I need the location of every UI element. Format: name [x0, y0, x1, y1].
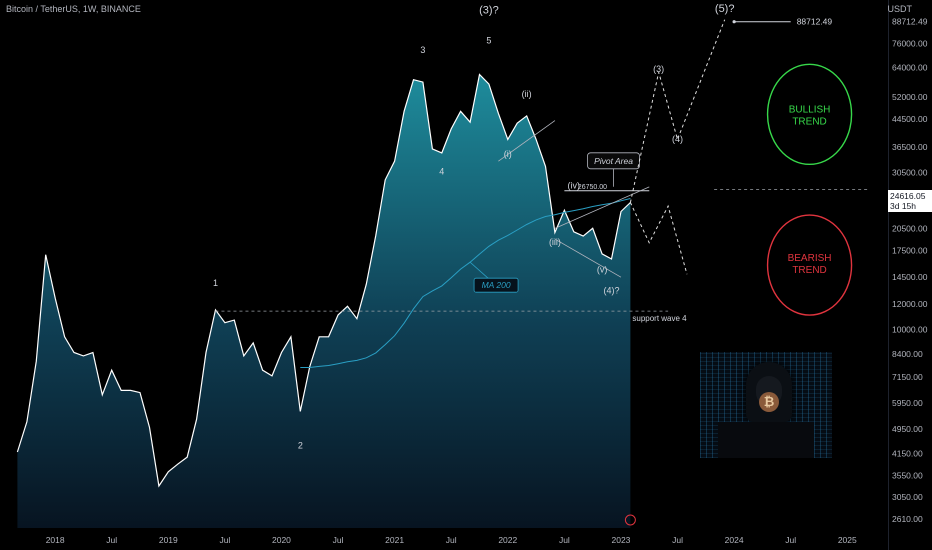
current-price: 24616.05 — [890, 191, 926, 201]
x-tick-label: Jul — [219, 535, 230, 545]
wave-label: (iv) — [568, 180, 581, 190]
price-line — [16, 73, 631, 488]
y-tick-label: 88712.49 — [892, 17, 928, 27]
y-tick-label: 64000.00 — [892, 63, 928, 73]
y-tick-label: 17500.00 — [892, 246, 928, 256]
ma200-line — [300, 198, 631, 368]
target-price-dot — [732, 20, 736, 24]
y-tick-label: 3550.00 — [892, 471, 923, 481]
y-tick-label: 4950.00 — [892, 424, 923, 434]
x-tick-label: Jul — [333, 535, 344, 545]
wave-label: 3 — [420, 45, 425, 55]
x-tick-label: 2018 — [46, 535, 65, 545]
wave-label: 1 — [213, 278, 218, 288]
hooded-hacker-image: ₿ — [700, 352, 832, 458]
bullish-trend-circle — [766, 63, 853, 166]
x-tick-label: 2023 — [611, 535, 630, 545]
x-tick-label: 2025 — [838, 535, 857, 545]
axis-layer: 88712.49 76000.00 64000.00 52000.00 44500.00… — [46, 17, 928, 545]
y-tick-label: 4150.00 — [892, 449, 923, 459]
x-tick-label: 2020 — [272, 535, 291, 545]
price-axis-separator — [888, 0, 889, 550]
symbol-header: Bitcoin / TetherUS, 1W, BINANCE — [6, 4, 141, 14]
event-marker-icon — [624, 514, 636, 526]
x-tick-label: Jul — [446, 535, 457, 545]
x-tick-label: 2021 — [385, 535, 404, 545]
wave-label: (4) — [672, 134, 683, 144]
y-tick-label: 36500.00 — [892, 142, 928, 152]
wave-wedge-lower-line — [554, 238, 622, 278]
price-area-layer — [16, 73, 631, 528]
bitcoin-coin-icon: ₿ — [759, 392, 779, 412]
y-tick-label: 76000.00 — [892, 39, 928, 49]
pivot-area-label: Pivot Area — [594, 156, 633, 166]
bullish-projection-path — [629, 19, 726, 203]
bullish-trend-label-1: BULLISH — [789, 104, 831, 115]
y-tick-label: 2610.00 — [892, 514, 923, 524]
bearish-trend-label-2: TREND — [792, 265, 826, 276]
annotation-layer: MA 200 support wave 4 26750.00 Pivot Area 88… — [213, 3, 868, 451]
bullish-trend-label-2: TREND — [792, 116, 826, 127]
wave-label: (ii) — [522, 89, 532, 99]
currency-unit: USDT — [887, 4, 913, 14]
wave-wedge-upper-line — [554, 186, 650, 229]
wave-label: 2 — [298, 441, 303, 451]
bar-countdown: 3d 15h — [890, 201, 916, 211]
wave-label: (5)? — [715, 3, 735, 15]
wave-label: (3) — [653, 64, 664, 74]
pivot-level-value: 26750.00 — [578, 184, 607, 191]
wave-channel-upper-line — [498, 120, 556, 162]
y-tick-label: 14500.00 — [892, 272, 928, 282]
wave-label: (3)? — [479, 5, 499, 17]
wave-label: (i) — [504, 149, 512, 159]
ma200-label: MA 200 — [482, 280, 511, 290]
price-area-fill — [17, 74, 631, 528]
x-tick-label: Jul — [106, 535, 117, 545]
x-tick-label: 2019 — [159, 535, 178, 545]
y-tick-label: 30500.00 — [892, 167, 928, 177]
y-tick-label: 10000.00 — [892, 325, 928, 335]
bearish-projection-path — [629, 202, 688, 275]
y-tick-label: 44500.00 — [892, 114, 928, 124]
current-price-tag: 24616.05 3d 15h — [888, 190, 932, 212]
wave-label: 5 — [486, 36, 491, 46]
bearish-trend-circle — [766, 214, 853, 316]
y-tick-label: 12000.00 — [892, 299, 928, 309]
wave-label: (iii) — [549, 237, 561, 247]
x-tick-label: 2022 — [498, 535, 517, 545]
wave-label: 4 — [439, 167, 444, 177]
x-tick-label: Jul — [785, 535, 796, 545]
x-tick-label: Jul — [672, 535, 683, 545]
y-tick-label: 8400.00 — [892, 349, 923, 359]
y-tick-label: 3050.00 — [892, 492, 923, 502]
target-price-label: 88712.49 — [797, 17, 833, 27]
support-wave4-label: support wave 4 — [632, 314, 687, 323]
ma200-pointer — [469, 261, 489, 279]
x-tick-label: Jul — [559, 535, 570, 545]
x-tick-label: 2024 — [725, 535, 744, 545]
wave-label: (v) — [597, 264, 608, 274]
y-tick-label: 5950.00 — [892, 398, 923, 408]
y-tick-label: 20500.00 — [892, 223, 928, 233]
y-tick-label: 52000.00 — [892, 92, 928, 102]
ma200-label-box — [473, 277, 519, 293]
wave-label: (4)? — [604, 286, 620, 296]
bearish-trend-label-1: BEARISH — [788, 253, 832, 264]
y-tick-label: 7150.00 — [892, 372, 923, 382]
laptop-silhouette — [718, 422, 814, 458]
